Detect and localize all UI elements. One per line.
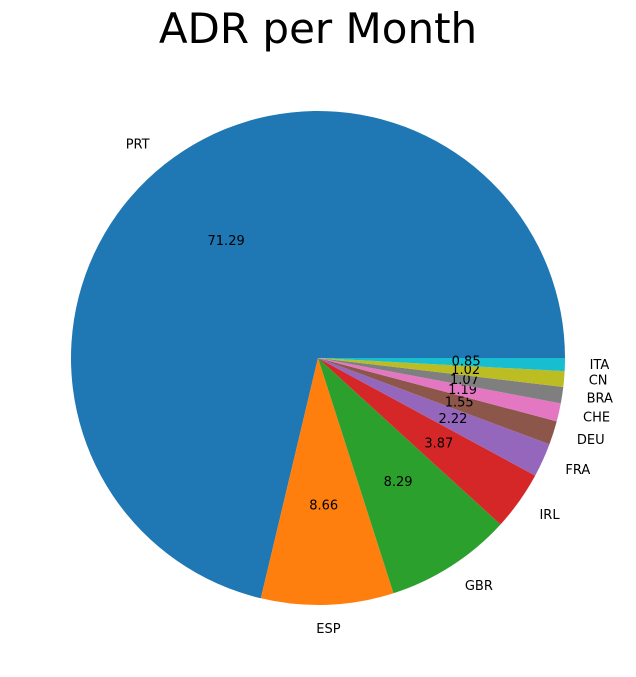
- pie-slice-irl: [318, 358, 536, 525]
- slice-value-gbr: 8.29: [384, 475, 413, 490]
- slice-value-ita: 0.85: [452, 354, 481, 369]
- pie-slice-ita: [318, 358, 565, 372]
- slice-label-ita: ITA: [590, 358, 610, 373]
- slice-label-esp: ESP: [316, 622, 340, 637]
- slice-value-cn: 1.02: [451, 363, 480, 378]
- slice-label-bra: BRA: [587, 391, 613, 406]
- slice-label-cn: CN: [589, 374, 608, 389]
- slice-label-gbr: GBR: [465, 579, 493, 594]
- pie-slice-deu: [318, 358, 557, 445]
- slice-value-irl: 3.87: [424, 436, 453, 451]
- chart-title: ADR per Month: [158, 4, 478, 53]
- pie-slice-esp: [260, 358, 394, 605]
- slice-value-esp: 8.66: [309, 499, 338, 514]
- slice-value-che: 1.19: [448, 383, 477, 398]
- pie-slice-che: [318, 358, 561, 422]
- slice-label-che: CHE: [583, 410, 610, 425]
- pie-slice-prt: [70, 110, 565, 599]
- pie-slice-fra: [318, 358, 550, 476]
- slice-value-bra: 1.07: [450, 373, 479, 388]
- pie-slice-cn: [318, 358, 565, 387]
- pie-slice-bra: [318, 358, 564, 404]
- slice-label-prt: PRT: [126, 137, 150, 152]
- slice-value-fra: 2.22: [438, 412, 467, 427]
- slice-label-irl: IRL: [539, 508, 560, 523]
- slice-value-deu: 1.55: [445, 395, 474, 410]
- slice-value-prt: 71.29: [208, 234, 245, 249]
- pie-slice-gbr: [318, 358, 501, 594]
- slice-label-deu: DEU: [577, 433, 605, 448]
- slice-label-fra: FRA: [565, 463, 590, 478]
